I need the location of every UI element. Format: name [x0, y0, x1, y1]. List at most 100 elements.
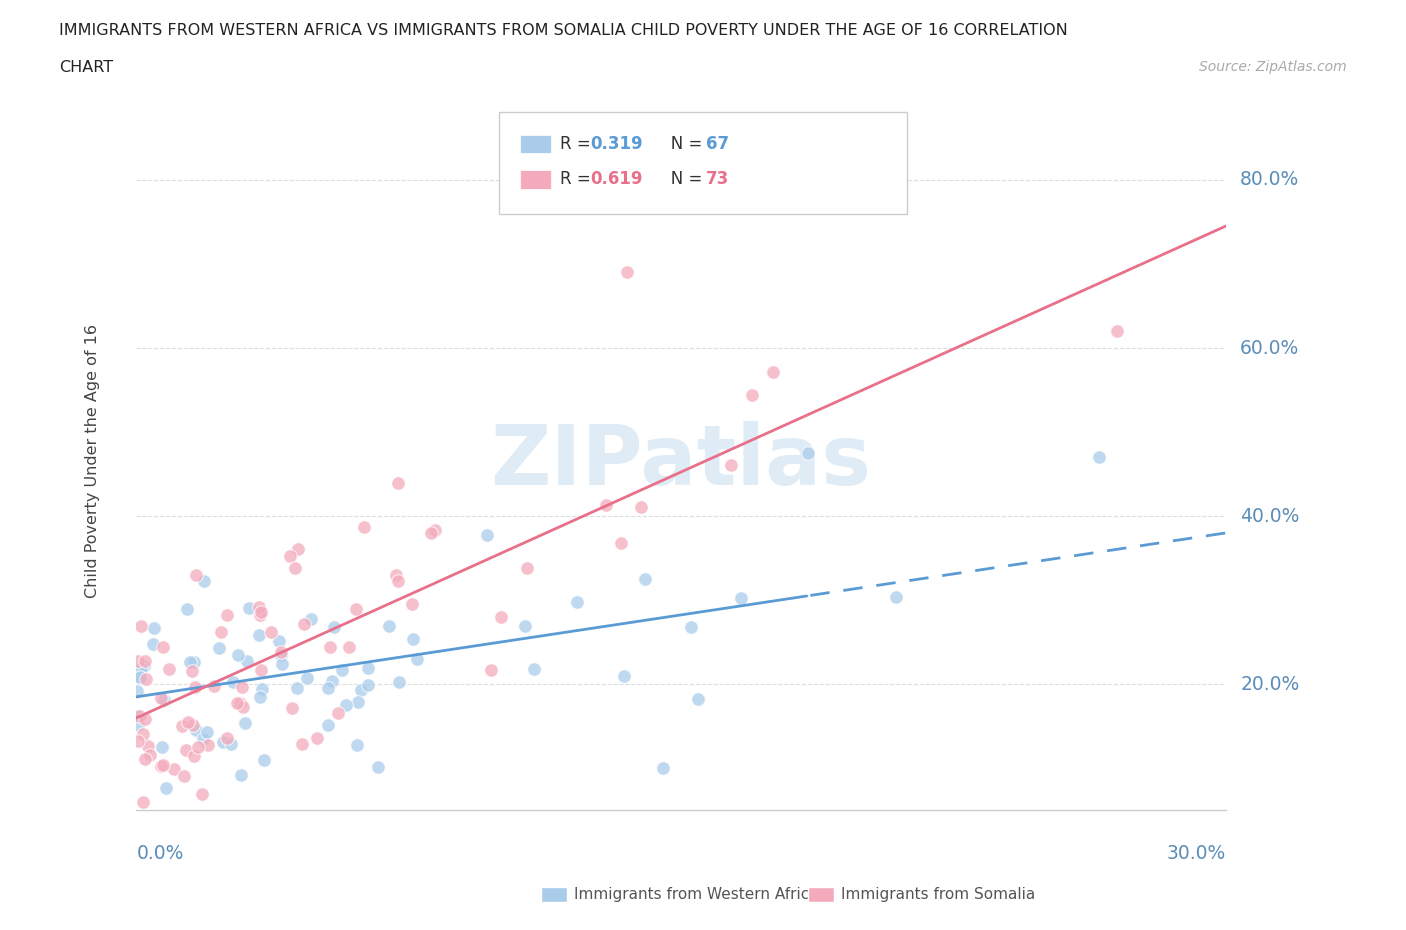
Point [127, 734, 149, 749]
Point [131, 794, 153, 809]
Point [730, 591, 752, 605]
Text: N =: N = [655, 135, 707, 153]
Point [127, 717, 149, 732]
Point [142, 636, 165, 651]
Point [523, 661, 546, 676]
Point [423, 523, 446, 538]
Point [135, 671, 157, 686]
Point [229, 767, 252, 782]
Text: Immigrants from Western Africa: Immigrants from Western Africa [574, 887, 818, 902]
Point [344, 602, 367, 617]
Point [720, 458, 742, 472]
Point [316, 681, 339, 696]
Point [260, 625, 283, 640]
Point [127, 653, 149, 668]
Point [149, 758, 172, 773]
Point [143, 620, 166, 635]
Point [132, 727, 155, 742]
Point [215, 607, 238, 622]
Point [295, 671, 318, 685]
Point [128, 709, 150, 724]
Point [183, 655, 205, 670]
Point [183, 749, 205, 764]
Point [741, 388, 763, 403]
Point [595, 498, 617, 512]
Point [616, 265, 638, 280]
Text: 80.0%: 80.0% [1240, 170, 1299, 190]
Point [184, 680, 207, 695]
Point [797, 445, 820, 460]
Point [402, 632, 425, 647]
Point [202, 679, 225, 694]
Point [138, 738, 160, 753]
Text: 67: 67 [706, 135, 728, 153]
Point [353, 520, 375, 535]
Point [152, 693, 174, 708]
Point [321, 674, 343, 689]
Point [176, 602, 198, 617]
Point [281, 700, 304, 715]
Point [1105, 324, 1128, 339]
Point [134, 659, 156, 674]
Point [195, 724, 218, 739]
Point [1087, 450, 1109, 465]
Point [270, 657, 292, 671]
Point [186, 723, 208, 737]
Point [253, 753, 276, 768]
Text: ZIPatlas: ZIPatlas [491, 421, 872, 502]
Point [269, 633, 291, 648]
Point [305, 730, 328, 745]
Point [565, 594, 588, 609]
Point [688, 691, 710, 706]
Point [284, 561, 307, 576]
Text: 20.0%: 20.0% [1240, 675, 1299, 694]
Point [475, 528, 498, 543]
Point [385, 568, 408, 583]
Point [350, 683, 373, 698]
Point [222, 674, 245, 689]
Point [212, 734, 235, 749]
Text: IMMIGRANTS FROM WESTERN AFRICA VS IMMIGRANTS FROM SOMALIA CHILD POVERTY UNDER TH: IMMIGRANTS FROM WESTERN AFRICA VS IMMIGR… [59, 23, 1067, 38]
Text: 30.0%: 30.0% [1167, 844, 1226, 863]
Point [128, 708, 150, 723]
Point [219, 737, 242, 751]
Point [762, 365, 785, 379]
Point [319, 640, 342, 655]
Point [174, 743, 197, 758]
Point [249, 662, 271, 677]
Point [346, 695, 368, 710]
Point [134, 653, 156, 668]
Point [318, 718, 340, 733]
Point [235, 654, 257, 669]
Point [181, 663, 204, 678]
Text: Child Poverty Under the Age of 16: Child Poverty Under the Age of 16 [86, 325, 100, 599]
Text: CHART: CHART [59, 60, 112, 75]
Point [187, 739, 209, 754]
Point [129, 661, 152, 676]
Point [270, 644, 292, 659]
Point [516, 560, 538, 575]
Point [163, 762, 186, 777]
Point [177, 714, 200, 729]
Point [197, 737, 219, 752]
Point [179, 654, 201, 669]
Point [249, 607, 271, 622]
Point [301, 611, 323, 626]
Point [238, 601, 260, 616]
Point [209, 624, 232, 639]
Point [285, 680, 308, 695]
Text: 73: 73 [706, 170, 730, 189]
Text: 0.619: 0.619 [591, 170, 643, 189]
Point [387, 573, 409, 588]
Point [481, 663, 503, 678]
Point [217, 731, 239, 746]
Point [170, 719, 193, 734]
Point [155, 780, 177, 795]
Point [278, 549, 301, 564]
Point [150, 739, 173, 754]
Point [419, 525, 441, 540]
Point [184, 567, 207, 582]
Point [613, 669, 636, 684]
Text: N =: N = [655, 170, 707, 189]
Point [388, 674, 411, 689]
